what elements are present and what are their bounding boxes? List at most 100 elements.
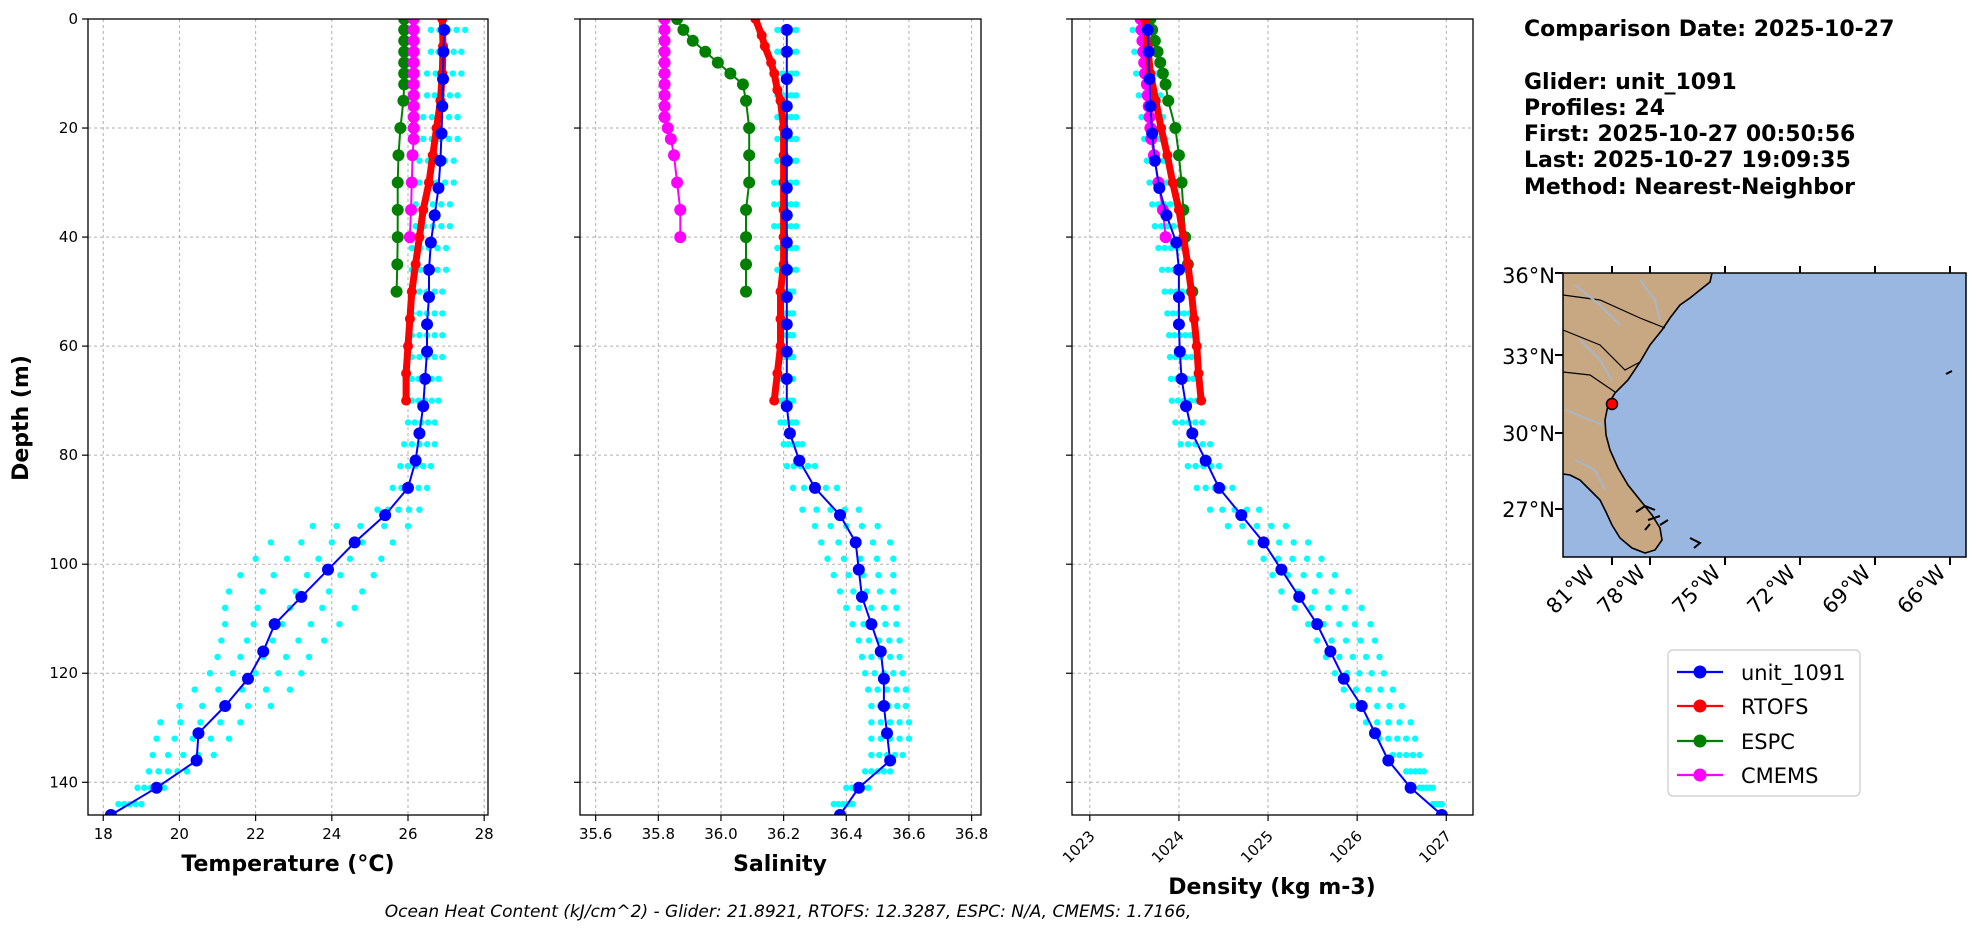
raw-profile-point (785, 441, 792, 448)
raw-profile-point (252, 670, 259, 677)
raw-profile-point (153, 735, 160, 742)
raw-profile-point (237, 719, 244, 726)
series-point-rtofs (766, 57, 777, 68)
series-point-espc (391, 231, 404, 244)
series-point-glider (855, 590, 868, 603)
y-tick-label: 140 (49, 773, 78, 791)
series-point-espc (391, 203, 404, 216)
series-point-glider (428, 209, 441, 222)
series-point-espc (686, 34, 699, 47)
series-point-glider (150, 781, 163, 794)
raw-profile-point (1385, 719, 1392, 726)
raw-profile-point (1300, 571, 1307, 579)
series-point-espc (390, 285, 403, 298)
raw-profile-point (799, 441, 806, 448)
raw-profile-point (1275, 539, 1283, 546)
raw-profile-point (843, 784, 850, 791)
raw-profile-point (774, 266, 781, 273)
series-point-glider (1404, 781, 1417, 794)
first-time: First: 2025-10-27 00:50:56 (1524, 122, 1855, 147)
raw-profile-point (875, 751, 883, 759)
y-tick-label: 100 (49, 555, 78, 573)
raw-profile-point (267, 702, 275, 710)
raw-profile-point (774, 135, 781, 143)
raw-profile-point (298, 539, 305, 546)
y-tick-label: 120 (49, 664, 78, 682)
series-point-glider (419, 372, 432, 385)
raw-profile-point (1341, 604, 1349, 612)
raw-profile-point (446, 92, 454, 99)
lat-label-33: 33°N (1502, 345, 1555, 369)
raw-profile-point (877, 735, 884, 742)
raw-profile-point (1411, 735, 1419, 742)
series-point-glider (1148, 154, 1161, 167)
series-point-glider (852, 781, 865, 794)
raw-profile-point (420, 113, 427, 121)
x-tick-label: 24 (322, 825, 341, 843)
raw-profile-point (1181, 332, 1189, 339)
raw-profile-point (207, 735, 215, 742)
raw-profile-point (405, 506, 413, 513)
raw-profile-point (1396, 719, 1403, 726)
raw-profile-point (328, 539, 336, 546)
raw-profile-point (434, 266, 441, 273)
raw-profile-point (307, 620, 315, 628)
raw-profile-point (1188, 353, 1195, 361)
raw-profile-point (896, 637, 903, 644)
last-time: Last: 2025-10-27 19:09:35 (1524, 148, 1851, 173)
series-point-glider (438, 23, 451, 36)
raw-profile-point (435, 375, 442, 383)
x-tick-label: 36.4 (830, 825, 863, 843)
raw-profile-point (1164, 310, 1171, 317)
raw-profile-point (176, 702, 183, 710)
series-point-espc (398, 34, 411, 47)
raw-profile-point (427, 48, 435, 55)
series-point-cmems (658, 67, 671, 80)
method: Method: Nearest-Neighbor (1524, 175, 1855, 200)
map-frame (1562, 272, 1967, 558)
raw-profile-point (454, 135, 461, 143)
raw-profile-point (865, 686, 872, 693)
axes-frame (1071, 18, 1474, 816)
series-point-glider (1235, 509, 1248, 522)
x-tick-label: 22 (246, 825, 265, 843)
series-point-glider (1160, 209, 1173, 222)
raw-profile-point (871, 670, 878, 677)
series-point-glider (434, 154, 447, 167)
raw-profile-point (1311, 588, 1319, 595)
raw-profile-point (1386, 702, 1393, 710)
series-point-glider (268, 618, 281, 631)
series-point-rtofs (404, 313, 415, 324)
raw-profile-point (435, 397, 442, 404)
series-point-glider (783, 427, 796, 440)
raw-profile-point (1143, 157, 1151, 164)
raw-profile-point (298, 670, 305, 677)
raw-profile-point (221, 604, 229, 612)
series-point-glider (1199, 454, 1212, 467)
x-tick-label: 36.2 (767, 825, 800, 843)
series-point-espc (398, 67, 411, 80)
raw-profile-point (1239, 522, 1246, 530)
raw-profile-point (267, 539, 275, 546)
x-tick-label: 36.6 (892, 825, 925, 843)
raw-profile-point (431, 92, 438, 99)
raw-profile-point (370, 571, 377, 579)
raw-profile-point (183, 768, 191, 775)
lat-label-27: 27°N (1502, 498, 1555, 522)
series-point-rtofs (772, 84, 783, 95)
raw-profile-point (1157, 222, 1165, 230)
raw-profile-point (431, 310, 438, 317)
raw-profile-point (359, 539, 366, 546)
raw-profile-point (882, 620, 889, 628)
lat-label-30: 30°N (1502, 422, 1555, 446)
raw-profile-point (886, 719, 894, 726)
raw-profile-point (423, 70, 431, 77)
raw-profile-point (1438, 800, 1446, 808)
raw-profile-point (442, 244, 450, 252)
raw-profile-point (1324, 604, 1332, 612)
raw-profile-point (1206, 441, 1214, 448)
raw-profile-point (416, 506, 423, 513)
raw-profile-point (833, 484, 841, 492)
series-point-cmems (1143, 111, 1156, 124)
series-point-glider (780, 182, 793, 195)
